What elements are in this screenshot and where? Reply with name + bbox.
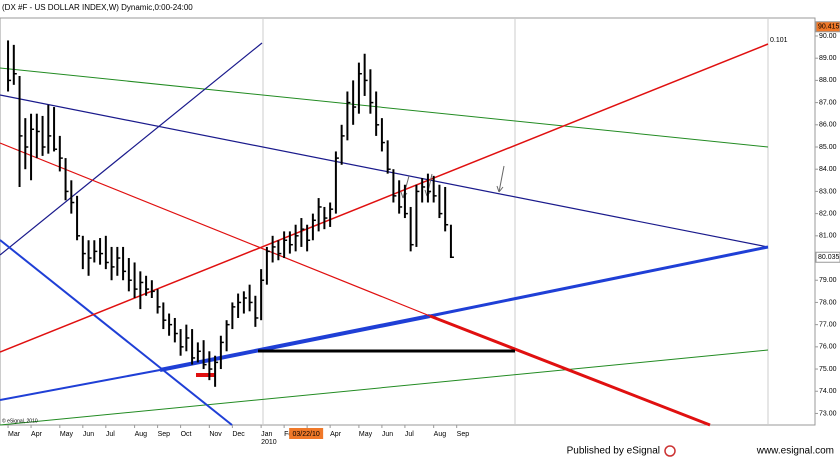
- x-tick-label: May: [359, 431, 373, 438]
- cursor-date-box: [289, 428, 324, 439]
- y-tick-label: 86.00: [819, 122, 837, 129]
- cursor-price-box: [815, 21, 840, 33]
- last-price: 80.035: [818, 254, 840, 261]
- x-tick-label: Aug: [434, 431, 447, 438]
- trendline: [0, 42, 263, 256]
- plot-frame: [0, 17, 816, 426]
- trendline: [0, 349, 769, 426]
- x-tick-label: Aug: [135, 431, 148, 438]
- trendline: [0, 239, 233, 426]
- copyright: © eSignal, 2010: [2, 417, 38, 424]
- footer-bg: [0, 445, 840, 458]
- y-tick-label: 77.00: [819, 321, 837, 328]
- x-tick-label: Jul: [106, 431, 115, 438]
- trendline: [159, 314, 431, 372]
- y-tick-label: 73.00: [819, 410, 837, 417]
- x-tick-label: Sep: [158, 431, 171, 438]
- x-tick-label: Jul: [405, 431, 414, 438]
- trendlines: [0, 42, 769, 427]
- x-tick-label: Apr: [330, 431, 342, 438]
- trendline: [0, 369, 161, 401]
- y-tick-label: 76.00: [819, 344, 837, 351]
- x-tick-label: Apr: [31, 431, 43, 438]
- trendline: [0, 67, 769, 148]
- trendline: [429, 314, 711, 427]
- y-tick-label: 88.00: [819, 77, 837, 84]
- trendline: [429, 245, 769, 318]
- x-tick-label: Jun: [382, 431, 393, 438]
- y-tick-label: 85.00: [819, 144, 837, 151]
- y-tick-label: 74.00: [819, 388, 837, 395]
- x-tick-label: Mar: [8, 431, 21, 438]
- arrow: [496, 165, 505, 193]
- trendline: [0, 94, 769, 248]
- y-tick-label: 89.00: [819, 55, 837, 62]
- chart-title: (DX #F - US DOLLAR INDEX,W) Dynamic,0:00…: [2, 3, 193, 12]
- y-tick-label: 78.00: [819, 299, 837, 306]
- x-tick-label: Sep: [457, 431, 470, 438]
- url: www.esignal.com: [756, 446, 834, 457]
- y-tick-label: 81.00: [819, 233, 837, 240]
- x-tick-label: Jan: [261, 431, 272, 438]
- fib-label: 0.101: [770, 37, 788, 44]
- year-label: 2010: [261, 439, 277, 446]
- trendline: [0, 142, 431, 317]
- x-tick-label: May: [60, 431, 74, 438]
- y-tick-label: 82.00: [819, 210, 837, 217]
- y-tick-label: 79.00: [819, 277, 837, 284]
- y-tick-label: 90.00: [819, 33, 837, 40]
- cursor-price: 90.415: [818, 24, 840, 31]
- y-tick-label: 75.00: [819, 366, 837, 373]
- x-tick-label: Oct: [181, 431, 192, 438]
- x-tick-label: Dec: [232, 431, 245, 438]
- logo: [664, 445, 676, 457]
- y-tick-label: 83.00: [819, 188, 837, 195]
- y-tick-label: 84.00: [819, 166, 837, 173]
- x-tick-label: Jun: [83, 431, 94, 438]
- trendline: [0, 43, 769, 353]
- publisher: Published by eSignal: [567, 446, 660, 457]
- y-tick-label: 87.00: [819, 99, 837, 106]
- last-price-box: [815, 251, 840, 263]
- x-tick-label: Nov: [209, 431, 222, 438]
- cursor-date: 03/22/10: [293, 431, 320, 438]
